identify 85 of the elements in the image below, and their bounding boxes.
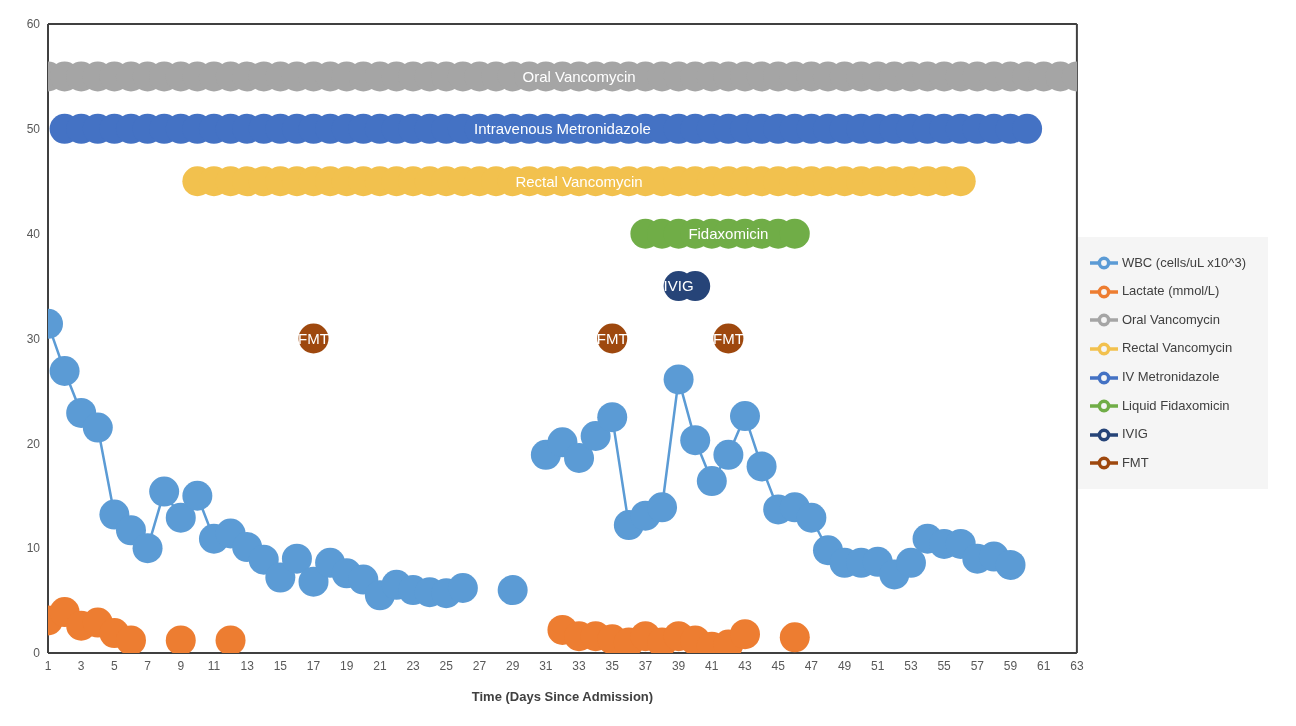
x-tick-label: 31 <box>539 658 553 673</box>
x-tick-label: 15 <box>273 658 288 673</box>
x-axis-title: Time (Days Since Admission) <box>471 689 654 704</box>
point <box>696 466 727 497</box>
legend-label: Rectal Vancomycin <box>1121 340 1233 356</box>
legend-label: IV Metronidazole <box>1121 369 1220 384</box>
x-tick-label: 21 <box>373 658 387 673</box>
x-tick-label: 49 <box>837 658 852 673</box>
x-tick-label: 35 <box>605 658 620 673</box>
point <box>165 502 196 533</box>
x-tick-label: 17 <box>306 658 321 673</box>
x-tick-label: 61 <box>1037 658 1051 673</box>
annotation: IVIG <box>663 277 694 295</box>
point <box>149 476 180 507</box>
x-tick-label: 7 <box>144 658 152 673</box>
point <box>895 547 926 578</box>
annotation: FMT <box>596 329 628 347</box>
legend-label: WBC (cells/uL x10^3) <box>1121 254 1246 270</box>
annotation: FMT <box>712 329 744 347</box>
point <box>82 412 113 443</box>
point <box>746 451 777 482</box>
legend-label: FMT <box>1121 454 1149 470</box>
annotation: Oral Vancomycin <box>522 67 636 85</box>
legend-label: IVIG <box>1121 426 1148 442</box>
y-tick-label: 10 <box>26 541 41 556</box>
x-tick-label: 43 <box>738 658 752 673</box>
annotation: FMT <box>298 329 329 347</box>
x-tick-label: 13 <box>240 658 255 673</box>
annotation: Rectal Vancomycin <box>515 172 643 190</box>
x-tick-label: 59 <box>1003 658 1018 673</box>
x-tick-label: 63 <box>1070 658 1084 673</box>
x-tick-label: 57 <box>970 658 985 673</box>
x-tick-label: 25 <box>439 658 454 673</box>
point <box>713 439 744 470</box>
x-tick-label: 27 <box>472 658 487 673</box>
point <box>779 622 810 653</box>
y-tick-label: 50 <box>26 122 41 137</box>
x-tick-label: 29 <box>505 658 520 673</box>
point <box>115 515 146 546</box>
annotation: Intravenous Metronidazole <box>474 120 651 138</box>
point <box>298 566 329 597</box>
point <box>115 625 146 653</box>
x-tick-label: 51 <box>871 658 885 673</box>
point <box>497 575 528 606</box>
point <box>281 543 312 574</box>
point <box>597 402 628 433</box>
y-tick-label: 0 <box>33 646 41 661</box>
legend-label: Oral Vancomycin <box>1121 311 1220 327</box>
x-tick-label: 19 <box>340 658 354 673</box>
point <box>729 619 760 650</box>
y-tick-label: 60 <box>26 17 41 32</box>
legend-label: Lactate (mmol/L) <box>1121 283 1220 299</box>
x-tick-label: 47 <box>804 658 819 673</box>
point <box>165 625 196 653</box>
x-tick-label: 55 <box>937 658 952 673</box>
point <box>265 562 296 593</box>
x-tick-label: 37 <box>638 658 653 673</box>
point <box>663 364 694 395</box>
point <box>647 492 678 523</box>
x-tick-label: 41 <box>705 658 719 673</box>
point <box>49 356 80 386</box>
x-tick-label: 3 <box>77 658 85 673</box>
y-tick-label: 30 <box>26 331 41 346</box>
legend-label: Liquid Fidaxomicin <box>1121 397 1230 413</box>
point <box>680 425 711 456</box>
x-tick-label: 45 <box>771 658 786 673</box>
x-tick-label: 5 <box>111 658 119 673</box>
point <box>580 421 611 451</box>
x-tick-label: 53 <box>904 658 918 673</box>
x-tick-label: 23 <box>406 658 421 673</box>
annotation: Fidaxomicin <box>688 224 769 242</box>
x-tick-label: 33 <box>572 658 587 673</box>
y-tick-label: 20 <box>26 436 41 451</box>
point <box>729 401 760 432</box>
point <box>796 502 827 533</box>
point <box>182 480 213 511</box>
x-tick-label: 11 <box>207 658 221 673</box>
x-tick-label: 1 <box>44 658 52 673</box>
y-tick-label: 40 <box>26 226 41 241</box>
point <box>132 533 163 564</box>
point <box>215 625 246 653</box>
x-tick-label: 39 <box>671 658 686 673</box>
x-tick-label: 9 <box>177 658 185 673</box>
point <box>995 549 1026 580</box>
point <box>564 443 595 474</box>
